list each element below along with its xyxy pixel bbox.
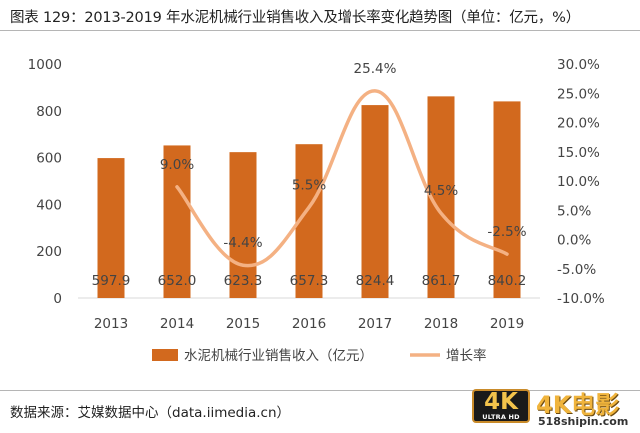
y-right-tick-label: 5.0%	[557, 203, 591, 219]
growth-data-label: -4.4%	[223, 235, 262, 251]
y-right-tick-label: 30.0%	[557, 57, 600, 73]
revenue-data-label: 861.7	[422, 273, 461, 289]
y-right-tick-label: 0.0%	[557, 233, 591, 249]
x-tick-label: 2014	[160, 316, 194, 332]
4k-badge-icon: 4K ULTRA HD	[472, 389, 530, 423]
y-left-tick-label: 600	[36, 151, 62, 167]
footer-divider	[0, 390, 640, 391]
growth-data-label: -2.5%	[487, 224, 526, 240]
watermark-name: 4K电影	[536, 391, 620, 419]
title-divider	[0, 30, 640, 31]
revenue-data-label: 824.4	[356, 273, 395, 289]
combo-chart: 0 200 400 600 800 1000 -10.0% -5.0% 0.0% 5.0% 10.0…	[28, 57, 605, 364]
y-left-tick-label: 800	[36, 104, 62, 120]
x-tick-label: 2017	[358, 316, 392, 332]
revenue-bar	[361, 105, 389, 299]
growth-rate-line	[175, 89, 509, 268]
growth-data-label: 25.4%	[354, 61, 397, 77]
x-tick-label: 2016	[292, 316, 326, 332]
x-tick-label: 2015	[226, 316, 260, 332]
x-tick-label: 2013	[94, 316, 128, 332]
growth-data-label: 5.5%	[292, 177, 326, 193]
x-tick-label: 2019	[490, 316, 524, 332]
y-right-tick-label: -5.0%	[557, 262, 596, 278]
revenue-bar	[229, 152, 257, 298]
revenue-bar	[97, 158, 125, 298]
y-right-tick-label: 15.0%	[557, 145, 600, 161]
y-left-tick-label: 0	[53, 291, 62, 307]
revenue-data-label: 623.3	[224, 273, 263, 289]
legend-bar-label: 水泥机械行业销售收入（亿元）	[184, 348, 373, 364]
growth-data-label: 4.5%	[424, 183, 458, 199]
watermark-logo: 4K ULTRA HD 4K电影 518shipin.com	[472, 385, 637, 431]
y-left-tick-label: 200	[36, 244, 62, 260]
watermark-url: 518shipin.com	[538, 415, 629, 428]
revenue-bar	[493, 101, 521, 299]
badge-subtext: ULTRA HD	[482, 413, 520, 421]
figure-title: 图表 129：2013-2019 年水泥机械行业销售收入及增长率变化趋势图（单位…	[10, 10, 581, 26]
y-right-tick-label: 20.0%	[557, 116, 600, 132]
y-left-tick-label: 400	[36, 197, 62, 213]
growth-data-label: 9.0%	[160, 157, 194, 173]
legend-line-label: 增长率	[446, 347, 487, 364]
revenue-data-label: 597.9	[92, 273, 131, 289]
data-source-note: 数据来源：艾媒数据中心（data.iimedia.cn）	[10, 405, 291, 421]
x-tick-label: 2018	[424, 316, 458, 332]
y-left-tick-label: 1000	[28, 57, 62, 73]
revenue-data-label: 840.2	[488, 273, 527, 289]
revenue-data-label: 652.0	[158, 273, 197, 289]
revenue-bar	[163, 145, 191, 298]
legend-bar-swatch	[152, 349, 178, 361]
y-right-tick-label: -10.0%	[557, 291, 605, 307]
badge-text: 4K	[484, 389, 518, 415]
y-right-tick-label: 10.0%	[557, 174, 600, 190]
revenue-data-label: 657.3	[290, 273, 329, 289]
y-right-tick-label: 25.0%	[557, 86, 600, 102]
